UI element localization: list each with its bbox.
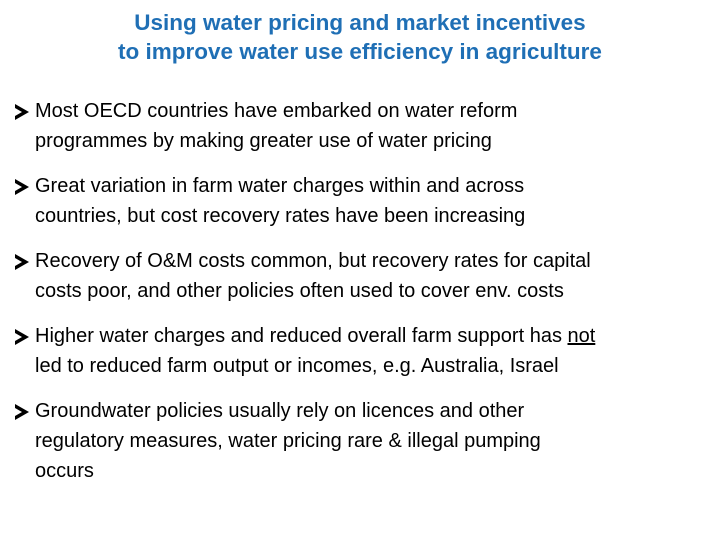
arrow-bullet-icon xyxy=(15,329,29,345)
bullet-line: Groundwater policies usually rely on lic… xyxy=(35,400,525,422)
bullet-line: regulatory measures, water pricing rare … xyxy=(35,430,541,452)
bullet-item: Higher water charges and reduced overall… xyxy=(14,321,714,381)
bullet-item: Groundwater policies usually rely on lic… xyxy=(14,396,714,486)
bullet-line: countries, but cost recovery rates have … xyxy=(35,205,526,227)
bullet-item: Most OECD countries have embarked on wat… xyxy=(14,96,714,156)
bullet-line: Recovery of O&M costs common, but recove… xyxy=(35,250,591,272)
bullet-line: Great variation in farm water charges wi… xyxy=(35,175,525,197)
bullet-line: programmes by making greater use of wate… xyxy=(35,130,492,152)
bullet-line: Higher water charges and reduced overall… xyxy=(35,321,714,351)
bullet-line: costs poor, and other policies often use… xyxy=(35,280,564,302)
title-line-1: Using water pricing and market incentive… xyxy=(134,10,586,35)
underlined-emphasis: not xyxy=(567,325,596,347)
bullet-line: occurs xyxy=(35,460,94,482)
bullet-item: Great variation in farm water charges wi… xyxy=(14,171,714,231)
arrow-bullet-icon xyxy=(15,179,29,195)
slide-title: Using water pricing and market incentive… xyxy=(0,8,720,66)
bullet-line: Most OECD countries have embarked on wat… xyxy=(35,100,518,122)
bullet-list: Most OECD countries have embarked on wat… xyxy=(14,96,714,501)
arrow-bullet-icon xyxy=(15,254,29,270)
arrow-bullet-icon xyxy=(15,404,29,420)
title-line-2: to improve water use efficiency in agric… xyxy=(118,39,602,64)
bullet-text: Higher water charges and reduced overall… xyxy=(35,325,568,347)
arrow-bullet-icon xyxy=(15,104,29,120)
bullet-item: Recovery of O&M costs common, but recove… xyxy=(14,246,714,306)
bullet-line: led to reduced farm output or incomes, e… xyxy=(35,355,559,377)
